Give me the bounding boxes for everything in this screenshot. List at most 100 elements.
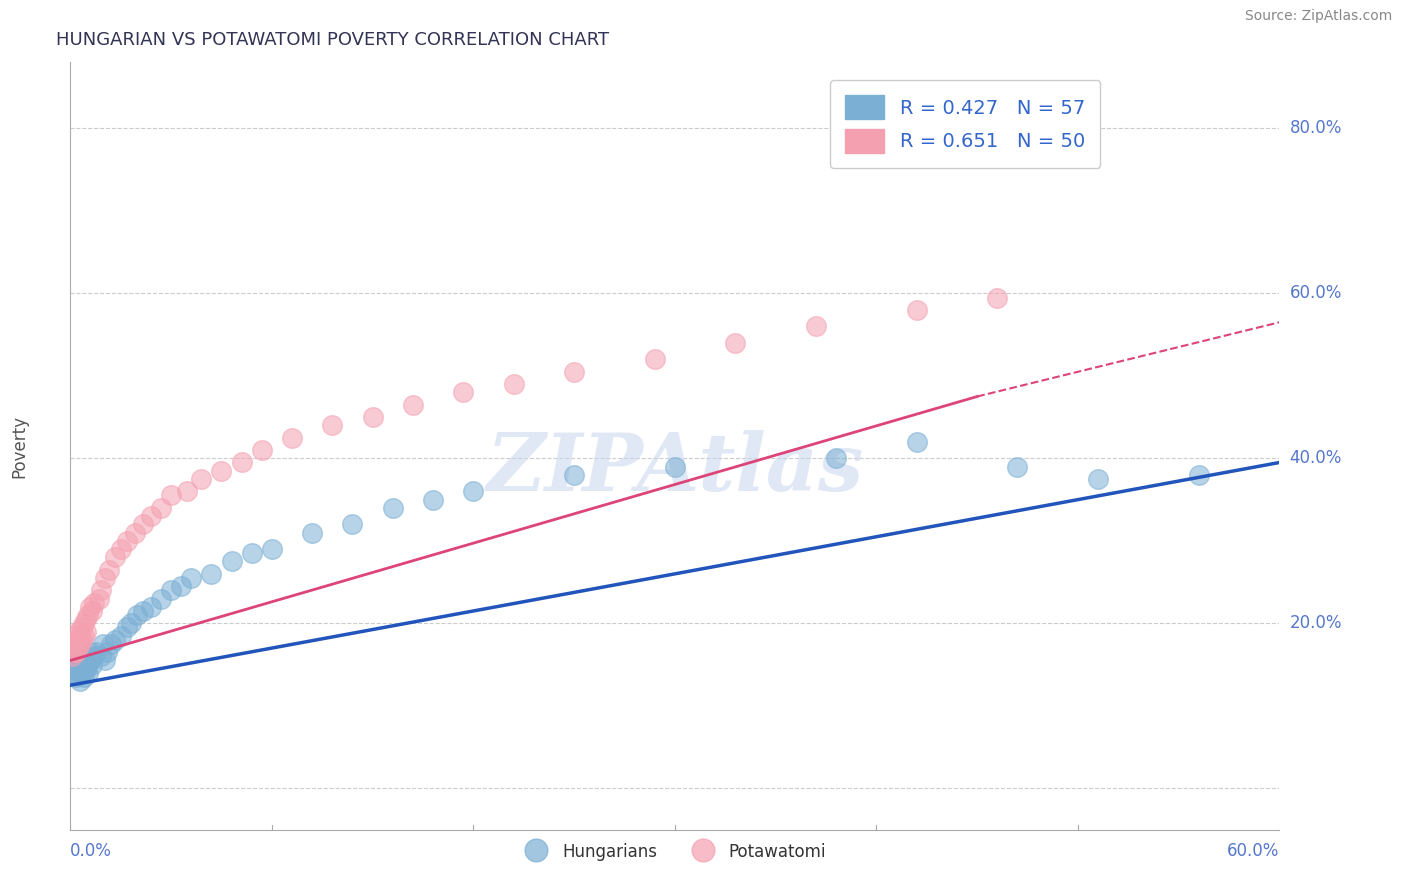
Point [63,665,86,680]
Point [190,472,212,486]
Point [75,649,97,664]
Point [72,620,94,634]
Point [72,665,94,680]
Point [67,662,90,676]
Point [79,653,101,667]
Point [402,398,425,412]
Point [115,533,138,548]
Point [104,550,127,565]
Point [124,525,146,540]
Point [73,670,96,684]
Point [72,653,94,667]
Point [180,571,202,585]
Point [160,488,183,502]
Point [93,653,115,667]
Point [562,467,585,482]
Point [77,657,100,672]
Point [65,645,87,659]
Point [63,649,86,664]
Point [63,629,86,643]
Point [422,492,444,507]
Point [139,509,162,524]
Point [86,645,108,659]
Point [63,645,86,659]
Point [139,599,162,614]
Point [73,629,96,643]
Point [110,629,132,643]
Point [321,418,343,433]
Point [221,554,243,568]
Point [91,637,114,651]
Point [125,608,148,623]
Point [132,517,155,532]
Point [97,563,120,577]
Point [75,624,97,639]
Point [132,604,155,618]
Point [60,649,83,664]
Point [69,629,91,643]
Text: 40.0%: 40.0% [1289,450,1341,467]
Point [69,637,91,651]
Point [825,451,848,466]
Text: 60.0%: 60.0% [1227,842,1279,860]
Point [240,546,263,560]
Point [65,632,87,647]
Point [65,645,87,659]
Point [90,583,111,598]
Point [562,365,585,379]
Point [73,616,96,631]
Point [170,579,193,593]
Text: 60.0%: 60.0% [1289,285,1341,302]
Point [79,645,101,659]
Point [75,662,97,676]
Point [160,583,183,598]
Point [361,410,384,425]
Point [83,596,105,610]
Point [69,662,91,676]
Point [724,335,747,350]
Point [260,542,283,557]
Point [301,525,323,540]
Point [453,385,475,400]
Point [150,591,173,606]
Point [82,604,104,618]
Point [100,637,122,651]
Point [67,641,90,656]
Text: Source: ZipAtlas.com: Source: ZipAtlas.com [1244,9,1392,23]
Point [67,624,90,639]
Point [986,291,1008,305]
Point [67,653,90,667]
Point [82,657,104,672]
Point [176,484,198,499]
Text: ZIPAtlas: ZIPAtlas [486,430,863,508]
Point [115,620,138,634]
Point [120,616,142,631]
Point [96,645,118,659]
Point [73,657,96,672]
Point [211,464,233,478]
Point [69,674,91,689]
Point [463,484,485,499]
Point [83,649,105,664]
Point [250,443,273,458]
Point [72,632,94,647]
Point [644,352,666,367]
Point [60,662,83,676]
Point [200,566,222,581]
Text: HUNGARIAN VS POTAWATOMI POVERTY CORRELATION CHART: HUNGARIAN VS POTAWATOMI POVERTY CORRELAT… [56,31,609,49]
Text: 80.0%: 80.0% [1289,120,1341,137]
Point [69,649,91,664]
Point [231,455,253,469]
Point [281,431,304,445]
Point [65,670,87,684]
Point [75,612,97,626]
Point [77,608,100,623]
Point [79,599,101,614]
Point [110,542,132,557]
Point [65,657,87,672]
Point [1007,459,1029,474]
Legend: Hungarians, Potawatomi: Hungarians, Potawatomi [517,836,832,867]
Point [905,434,928,449]
Text: Poverty: Poverty [10,415,28,477]
Point [90,649,111,664]
